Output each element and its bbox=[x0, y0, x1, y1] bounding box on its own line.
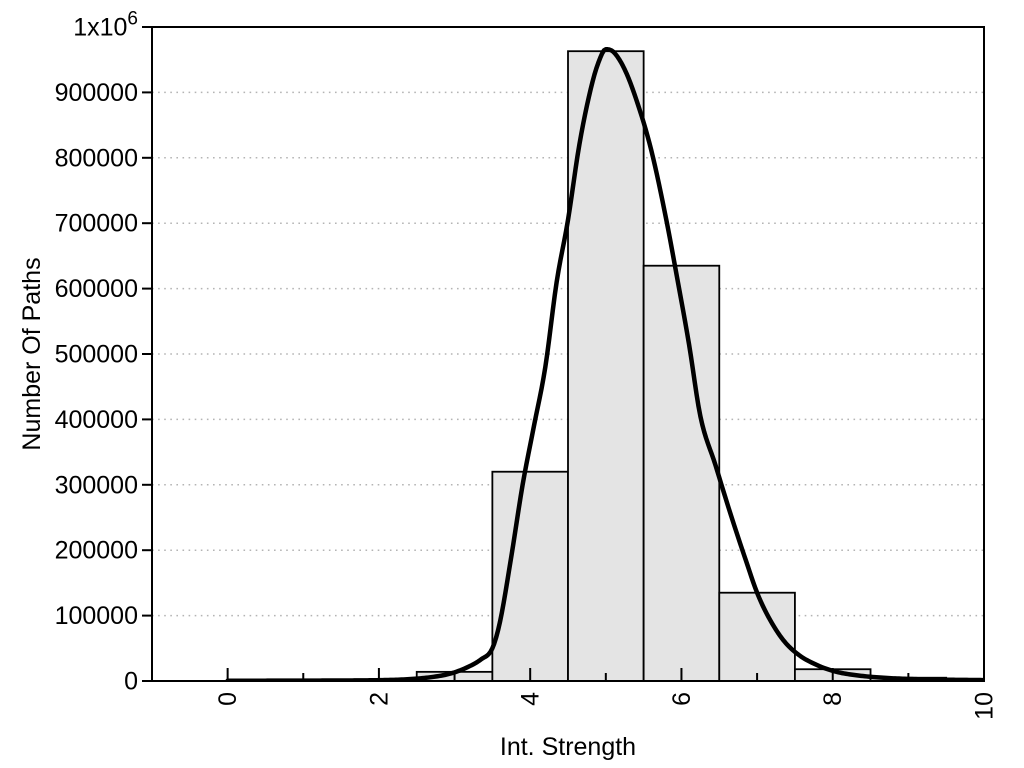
histogram-bar bbox=[491, 470, 569, 681]
y-tick-label: 300000 bbox=[55, 471, 138, 499]
histogram-bar bbox=[642, 264, 721, 681]
x-tick-label: 6 bbox=[668, 692, 696, 706]
y-tick-label: 800000 bbox=[55, 144, 138, 172]
y-tick-label: 400000 bbox=[55, 406, 138, 434]
x-tick-label: 0 bbox=[214, 692, 242, 706]
x-tick-label: 8 bbox=[819, 692, 847, 706]
x-tick-label: 2 bbox=[365, 692, 393, 706]
y-tick-label: 100000 bbox=[55, 602, 138, 630]
plot-area: 0 100000 200000 300000 400000 500000 600000 700… bbox=[55, 9, 999, 720]
y-tick-label: 700000 bbox=[55, 210, 138, 238]
y-tick-label: 900000 bbox=[55, 79, 138, 107]
histogram-bar bbox=[567, 50, 645, 681]
x-tick-label: 4 bbox=[517, 692, 545, 706]
histogram-series bbox=[415, 50, 984, 681]
y-tick-label: 600000 bbox=[55, 275, 138, 303]
x-axis-title: Int. Strength bbox=[500, 733, 636, 761]
y-axis-title: Number Of Paths bbox=[18, 257, 46, 450]
y-tick-label: 1x106 bbox=[73, 9, 138, 42]
y-tick-label: 200000 bbox=[55, 537, 138, 565]
x-tick-label: 10 bbox=[971, 692, 999, 720]
y-tick-label: 500000 bbox=[55, 341, 138, 369]
y-tick-label: 0 bbox=[124, 668, 138, 696]
